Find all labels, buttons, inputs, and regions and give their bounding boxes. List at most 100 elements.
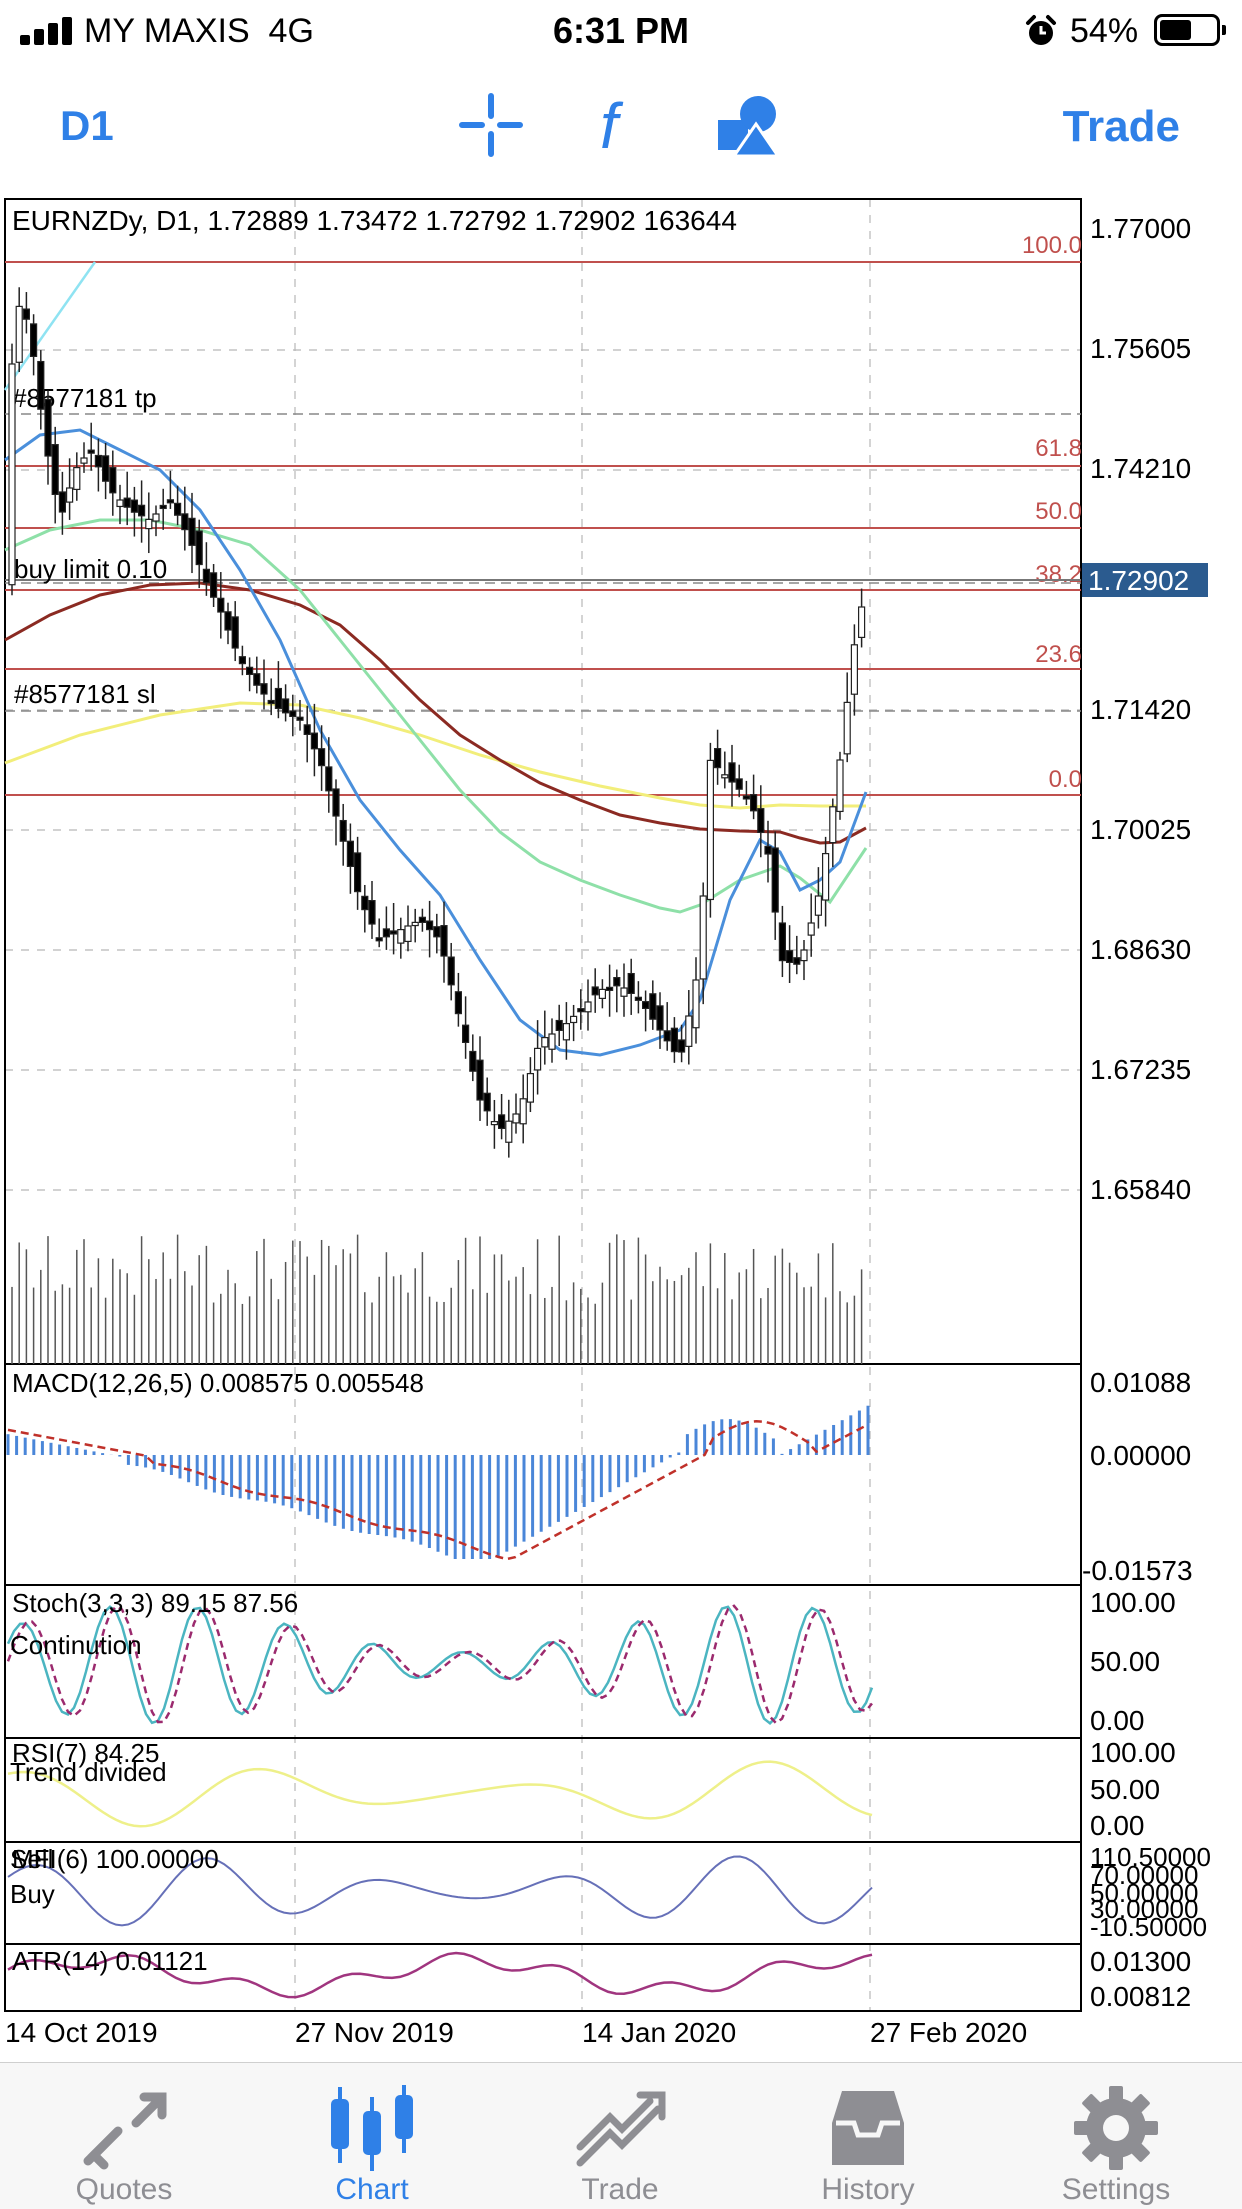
candle-body (454, 991, 462, 1015)
current-price-badge (1082, 563, 1208, 597)
carrier-name: MY MAXIS 4G (84, 12, 314, 50)
crosshair-icon[interactable] (456, 90, 526, 160)
battery-percent: 54% (1070, 12, 1139, 50)
trade-icon (576, 2091, 666, 2167)
candle-body (65, 487, 74, 503)
candle-body (699, 895, 707, 980)
candle-body (778, 922, 787, 962)
candle-body (426, 920, 434, 931)
candle-body (159, 504, 167, 510)
stochastic-main-line (6, 1605, 874, 1725)
candle-body (80, 457, 88, 464)
rsi-note: Trend divided (10, 1757, 167, 1787)
candle-body (411, 921, 419, 927)
candle-body (238, 656, 246, 665)
candle-body (656, 1005, 664, 1031)
candle-body (181, 513, 189, 531)
atr-line (7, 1951, 873, 1999)
candle-body (37, 360, 45, 410)
candle-body (649, 993, 657, 1020)
candle-body (476, 1059, 484, 1101)
tab-trade[interactable]: Trade (496, 2063, 744, 2209)
candle-body (742, 795, 751, 800)
trade-button[interactable]: Trade (1062, 102, 1180, 151)
candle-body (519, 1098, 527, 1125)
candle-body (533, 1047, 542, 1071)
candle-body (829, 806, 837, 844)
chart-canvas[interactable]: 100.0 61.8 50.0 38.2 23.6 0.0 #8577181 t… (0, 192, 1242, 2062)
candle-body (735, 778, 743, 790)
panel-frames (4, 198, 1082, 2012)
candle-body (505, 1120, 513, 1143)
candle-body (231, 616, 239, 649)
candle-body (217, 597, 225, 613)
macd-axis: 0.01088 0.00000 -0.01573 (1082, 1367, 1193, 1586)
candle-body (850, 644, 859, 695)
tab-quotes[interactable]: Quotes (0, 2063, 248, 2209)
settings-icon (1074, 2086, 1158, 2170)
quotes-icon (83, 2092, 167, 2170)
candle-body (836, 759, 844, 813)
macd-axis-label: 0.01088 (1090, 1367, 1191, 1398)
volume-bars (11, 1234, 863, 1364)
candle-body (30, 323, 38, 357)
candle-body (807, 922, 815, 936)
candle-body (764, 845, 772, 855)
candle-body (332, 788, 340, 817)
candle-body (390, 930, 398, 935)
fib-label-61.8: 61.8 (1035, 435, 1082, 462)
candle-body (310, 732, 318, 750)
price-chart[interactable]: 100.0 61.8 50.0 38.2 23.6 0.0 #8577181 t… (0, 192, 1242, 2062)
candle-body (548, 1033, 556, 1050)
candle-body (641, 1001, 650, 1009)
candle-body (123, 497, 131, 508)
candle-body (296, 716, 304, 721)
atr-axis-label: 0.01300 (1090, 1946, 1191, 1977)
order-lines[interactable]: #8577181 tp buy limit 0.10 #8577181 sl (5, 383, 1081, 712)
atr-axis-label: 0.00812 (1090, 1981, 1191, 2012)
candle-body (440, 925, 448, 957)
macd-axis-label: -0.01573 (1082, 1555, 1193, 1586)
candle-body (138, 504, 146, 517)
candle-body (771, 847, 779, 913)
macd-axis-label: 0.00000 (1090, 1440, 1191, 1471)
stochastic-label: Stoch(3,3,3) 89.15 87.56 (12, 1588, 298, 1618)
candle-body (692, 979, 700, 1029)
stochastic-axis: 100.00 50.00 0.00 (1090, 1587, 1176, 1736)
candle-body (843, 701, 851, 755)
clock: 6:31 PM (552, 10, 690, 51)
date-label: 14 Oct 2019 (5, 2017, 158, 2048)
trend-line[interactable] (3, 261, 97, 391)
tab-chart[interactable]: Chart (248, 2063, 496, 2209)
timeframe-button[interactable]: D1 (60, 102, 114, 149)
candle-body (569, 1015, 578, 1024)
mfi-axis-label: 70.00000 (1090, 1860, 1198, 1890)
history-icon (832, 2091, 904, 2165)
candle-body (174, 502, 182, 516)
candle-body (685, 1015, 693, 1047)
tab-history[interactable]: History (744, 2063, 992, 2209)
candle-body (591, 986, 599, 996)
mfi-axis: 110.50000 70.00000 50.00000 30.00000 -10… (1090, 1842, 1211, 1942)
candle-body (541, 1036, 549, 1048)
candle-body (289, 710, 297, 717)
candle-body (562, 1022, 571, 1041)
function-icon[interactable]: f (586, 90, 656, 160)
candle-body (116, 499, 124, 508)
candle-body (166, 499, 174, 504)
tab-settings[interactable]: Settings (992, 2063, 1240, 2209)
candle-body (382, 928, 390, 938)
rsi-axis-label: 50.00 (1090, 1774, 1160, 1805)
mfi-axis-label: 110.50000 (1090, 1842, 1211, 1872)
shapes-icon[interactable] (714, 90, 784, 160)
price-label: 1.75605 (1090, 333, 1191, 364)
candle-body (361, 895, 369, 911)
candle-body (368, 900, 376, 925)
mfi-line (7, 1855, 873, 1927)
price-axis: 1.77000 1.75605 1.74210 1.71420 1.70025 … (1090, 213, 1191, 1205)
candle-body (87, 449, 95, 454)
price-label: 1.77000 (1090, 213, 1191, 244)
atr-axis: 0.01300 0.00812 (1090, 1946, 1191, 2012)
candle-body (462, 1024, 470, 1043)
ma-red-line (4, 581, 867, 845)
